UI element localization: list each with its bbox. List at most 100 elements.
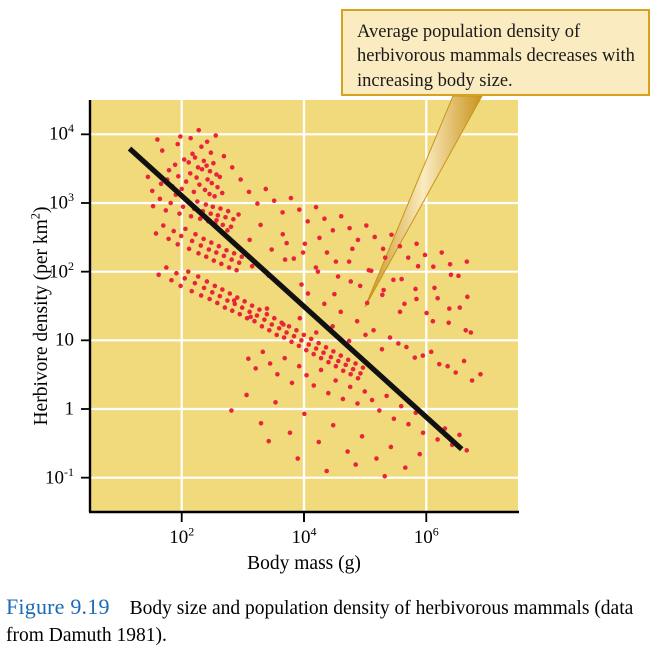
data-point [305, 291, 311, 296]
data-point [346, 338, 352, 344]
data-point [282, 257, 288, 262]
data-point [347, 225, 352, 231]
data-point [269, 247, 274, 252]
data-point [308, 336, 314, 342]
data-point [193, 232, 198, 237]
data-point [239, 254, 245, 260]
data-point [333, 259, 339, 264]
data-point [197, 182, 202, 187]
data-point [347, 384, 353, 390]
data-point [258, 420, 264, 426]
data-point [313, 330, 319, 335]
data-point [255, 201, 260, 206]
data-point [439, 250, 445, 255]
data-point [387, 335, 393, 340]
data-point [333, 363, 339, 369]
data-point [248, 314, 253, 320]
data-point [201, 158, 207, 164]
data-point [338, 214, 344, 219]
data-point [247, 309, 252, 315]
data-point [264, 306, 270, 311]
data-point [280, 232, 286, 237]
data-point [203, 202, 209, 207]
data-point [360, 365, 366, 370]
data-point [447, 262, 453, 267]
data-point [220, 222, 226, 228]
data-point [176, 173, 181, 179]
data-point [448, 272, 454, 278]
data-point [371, 328, 376, 333]
data-point [299, 282, 304, 287]
data-point [359, 434, 365, 439]
data-point [456, 273, 461, 279]
data-point [203, 254, 209, 260]
data-point [404, 344, 409, 350]
data-point [234, 295, 240, 300]
data-point [380, 292, 385, 298]
data-point [330, 228, 336, 233]
data-point [330, 422, 336, 428]
data-point [381, 287, 386, 293]
data-point [234, 267, 239, 273]
data-point [186, 160, 191, 165]
data-point [257, 307, 262, 312]
data-point [225, 208, 231, 214]
callout-pointer [364, 95, 483, 308]
data-point [332, 291, 337, 297]
data-point [262, 317, 267, 322]
data-point [254, 313, 260, 318]
data-point [214, 250, 219, 255]
data-point [335, 274, 341, 279]
data-point [323, 345, 329, 350]
figure-caption: Figure 9.19 Body size and population dens… [6, 592, 656, 649]
data-point [305, 219, 310, 224]
data-point [188, 214, 194, 219]
data-point [399, 276, 404, 282]
data-point [190, 151, 195, 157]
data-point [326, 359, 331, 365]
data-point [318, 355, 324, 361]
data-point [204, 279, 210, 284]
data-point [313, 346, 319, 351]
data-point [315, 269, 321, 274]
data-point [289, 339, 294, 345]
data-point [287, 430, 293, 436]
data-point [389, 232, 394, 238]
data-point [324, 468, 329, 474]
data-point [379, 347, 385, 352]
data-point [322, 301, 327, 307]
data-point [318, 367, 324, 373]
data-point [340, 396, 346, 402]
data-point [478, 372, 483, 377]
data-point [209, 290, 215, 295]
data-point [303, 347, 309, 353]
data-point [227, 291, 233, 296]
data-point [157, 196, 163, 202]
data-point [330, 324, 335, 329]
data-point [217, 174, 223, 180]
data-point [199, 144, 204, 150]
data-point [461, 358, 467, 364]
data-point [420, 353, 426, 358]
data-point [218, 206, 223, 211]
data-point [377, 408, 382, 413]
data-point [204, 163, 209, 168]
data-point [197, 216, 203, 222]
data-point [331, 349, 336, 354]
data-point [296, 343, 302, 349]
data-point [350, 366, 356, 372]
data-point [260, 349, 266, 355]
data-point [291, 256, 297, 261]
data-point [313, 265, 319, 270]
data-point [249, 303, 255, 308]
data-point [288, 195, 294, 201]
data-point [289, 380, 295, 386]
x-axis-tick-label: 104 [291, 524, 317, 548]
data-point [189, 238, 195, 244]
data-point [457, 432, 462, 438]
data-point [355, 376, 361, 381]
data-point [207, 296, 212, 302]
data-point [242, 299, 247, 304]
data-point [214, 217, 219, 223]
y-axis-tick-label: 10-1 [45, 464, 74, 489]
